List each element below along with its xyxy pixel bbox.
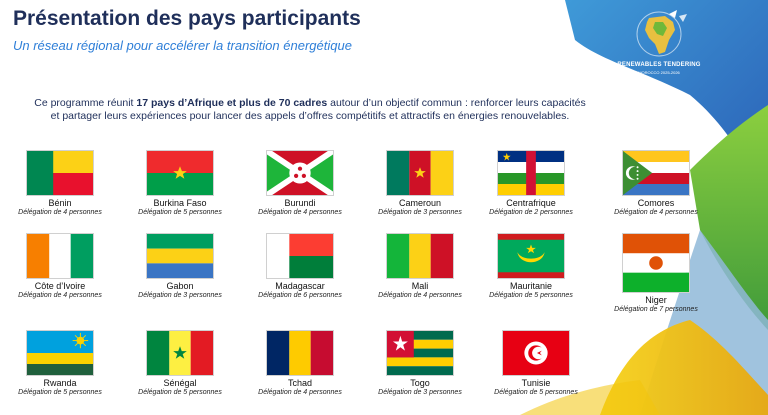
country-name: Togo xyxy=(410,378,430,388)
country-benin: Bénin Délégation de 4 personnes xyxy=(5,150,115,216)
delegation-size: Délégation de 5 personnes xyxy=(494,389,578,396)
delegation-size: Délégation de 3 personnes xyxy=(378,389,462,396)
delegation-size: Délégation de 4 personnes xyxy=(258,209,342,216)
country-name: Burundi xyxy=(284,198,316,208)
tunisie-flag-icon xyxy=(502,330,570,376)
country-name: Tunisie xyxy=(521,378,551,388)
country-name: Rwanda xyxy=(43,378,77,388)
country-tchad: Tchad Délégation de 4 personnes xyxy=(245,330,355,396)
delegation-size: Délégation de 4 personnes xyxy=(18,209,102,216)
country-mali: Mali Délégation de 4 personnes xyxy=(365,233,475,299)
africa-logo-icon xyxy=(636,10,687,57)
delegation-size: Délégation de 3 personnes xyxy=(378,209,462,216)
delegation-size: Délégation de 4 personnes xyxy=(258,389,342,396)
country-name: Tchad xyxy=(287,378,313,388)
delegation-size: Délégation de 4 personnes xyxy=(18,292,102,299)
gabon-flag-icon xyxy=(146,233,214,279)
delegation-size: Délégation de 6 personnes xyxy=(258,292,342,299)
logo-subtitle: MOROCCO 2025-2026 xyxy=(638,70,680,75)
country-tunisie: Tunisie Délégation de 5 personnes xyxy=(481,330,591,396)
intro-part1: Ce programme réunit xyxy=(34,97,137,109)
logo: RENEWABLES TENDERING MOROCCO 2025-2026 xyxy=(605,8,713,82)
delegation-size: Délégation de 4 personnes xyxy=(614,209,698,216)
header: Présentation des pays participants Un ré… xyxy=(0,0,768,82)
benin-flag-icon xyxy=(26,150,94,196)
country-cameroun: Cameroun Délégation de 3 personnes xyxy=(365,150,475,216)
country-burkina-faso: Burkina Faso Délégation de 5 personnes xyxy=(125,150,235,216)
comores-flag-icon xyxy=(622,150,690,196)
country-name: Cameroun xyxy=(398,198,442,208)
delegation-size: Délégation de 2 personnes xyxy=(489,209,573,216)
country-niger: Niger Délégation de 7 personnes xyxy=(601,233,711,313)
country-name: Centrafrique xyxy=(506,198,556,208)
country-burundi: Burundi Délégation de 4 personnes xyxy=(245,150,355,216)
togo-flag-icon xyxy=(386,330,454,376)
country-name: Mauritanie xyxy=(509,281,553,291)
country-mauritanie: Mauritanie Délégation de 5 personnes xyxy=(476,233,586,299)
rwanda-flag-icon xyxy=(26,330,94,376)
niger-flag-icon xyxy=(622,233,690,293)
intro-text: Ce programme réunit 17 pays d’Afrique et… xyxy=(30,97,590,122)
delegation-size: Délégation de 5 personnes xyxy=(489,292,573,299)
centrafrique-flag-icon xyxy=(497,150,565,196)
country-name: Gabon xyxy=(166,281,194,291)
country-name: Comores xyxy=(637,198,675,208)
country-cote-divoire: Côte d’Ivoire Délégation de 4 personnes xyxy=(5,233,115,299)
burundi-flag-icon xyxy=(266,150,334,196)
intro-highlight: 17 pays d’Afrique et plus de 70 cadres xyxy=(136,97,328,109)
delegation-size: Délégation de 5 personnes xyxy=(138,389,222,396)
country-comores: Comores Délégation de 4 personnes xyxy=(601,150,711,216)
country-name: Burkina Faso xyxy=(153,198,207,208)
country-rwanda: Rwanda Délégation de 5 personnes xyxy=(5,330,115,396)
madagascar-flag-icon xyxy=(266,233,334,279)
country-name: Sénégal xyxy=(163,378,197,388)
country-name: Niger xyxy=(645,295,667,305)
delegation-size: Délégation de 4 personnes xyxy=(378,292,462,299)
delegation-size: Délégation de 7 personnes xyxy=(614,306,698,313)
cameroun-flag-icon xyxy=(386,150,454,196)
country-madagascar: Madagascar Délégation de 6 personnes xyxy=(245,233,355,299)
delegation-size: Délégation de 3 personnes xyxy=(138,292,222,299)
senegal-flag-icon xyxy=(146,330,214,376)
mali-flag-icon xyxy=(386,233,454,279)
country-senegal: Sénégal Délégation de 5 personnes xyxy=(125,330,235,396)
country-name: Côte d’Ivoire xyxy=(34,281,86,291)
burkina-faso-flag-icon xyxy=(146,150,214,196)
delegation-size: Délégation de 5 personnes xyxy=(138,209,222,216)
page-subtitle: Un réseau régional pour accélérer la tra… xyxy=(13,38,352,53)
delegation-size: Délégation de 5 personnes xyxy=(18,389,102,396)
country-centrafrique: Centrafrique Délégation de 2 personnes xyxy=(476,150,586,216)
intro-part2: autour d’un objectif commun : renforcer … xyxy=(50,97,586,122)
page-title: Présentation des pays participants xyxy=(13,7,361,30)
country-name: Mali xyxy=(411,281,429,291)
mauritanie-flag-icon xyxy=(497,233,565,279)
country-name: Madagascar xyxy=(275,281,325,291)
tchad-flag-icon xyxy=(266,330,334,376)
country-togo: Togo Délégation de 3 personnes xyxy=(365,330,475,396)
country-gabon: Gabon Délégation de 3 personnes xyxy=(125,233,235,299)
logo-title: RENEWABLES TENDERING xyxy=(617,62,701,68)
country-name: Bénin xyxy=(48,198,72,208)
cote-divoire-flag-icon xyxy=(26,233,94,279)
